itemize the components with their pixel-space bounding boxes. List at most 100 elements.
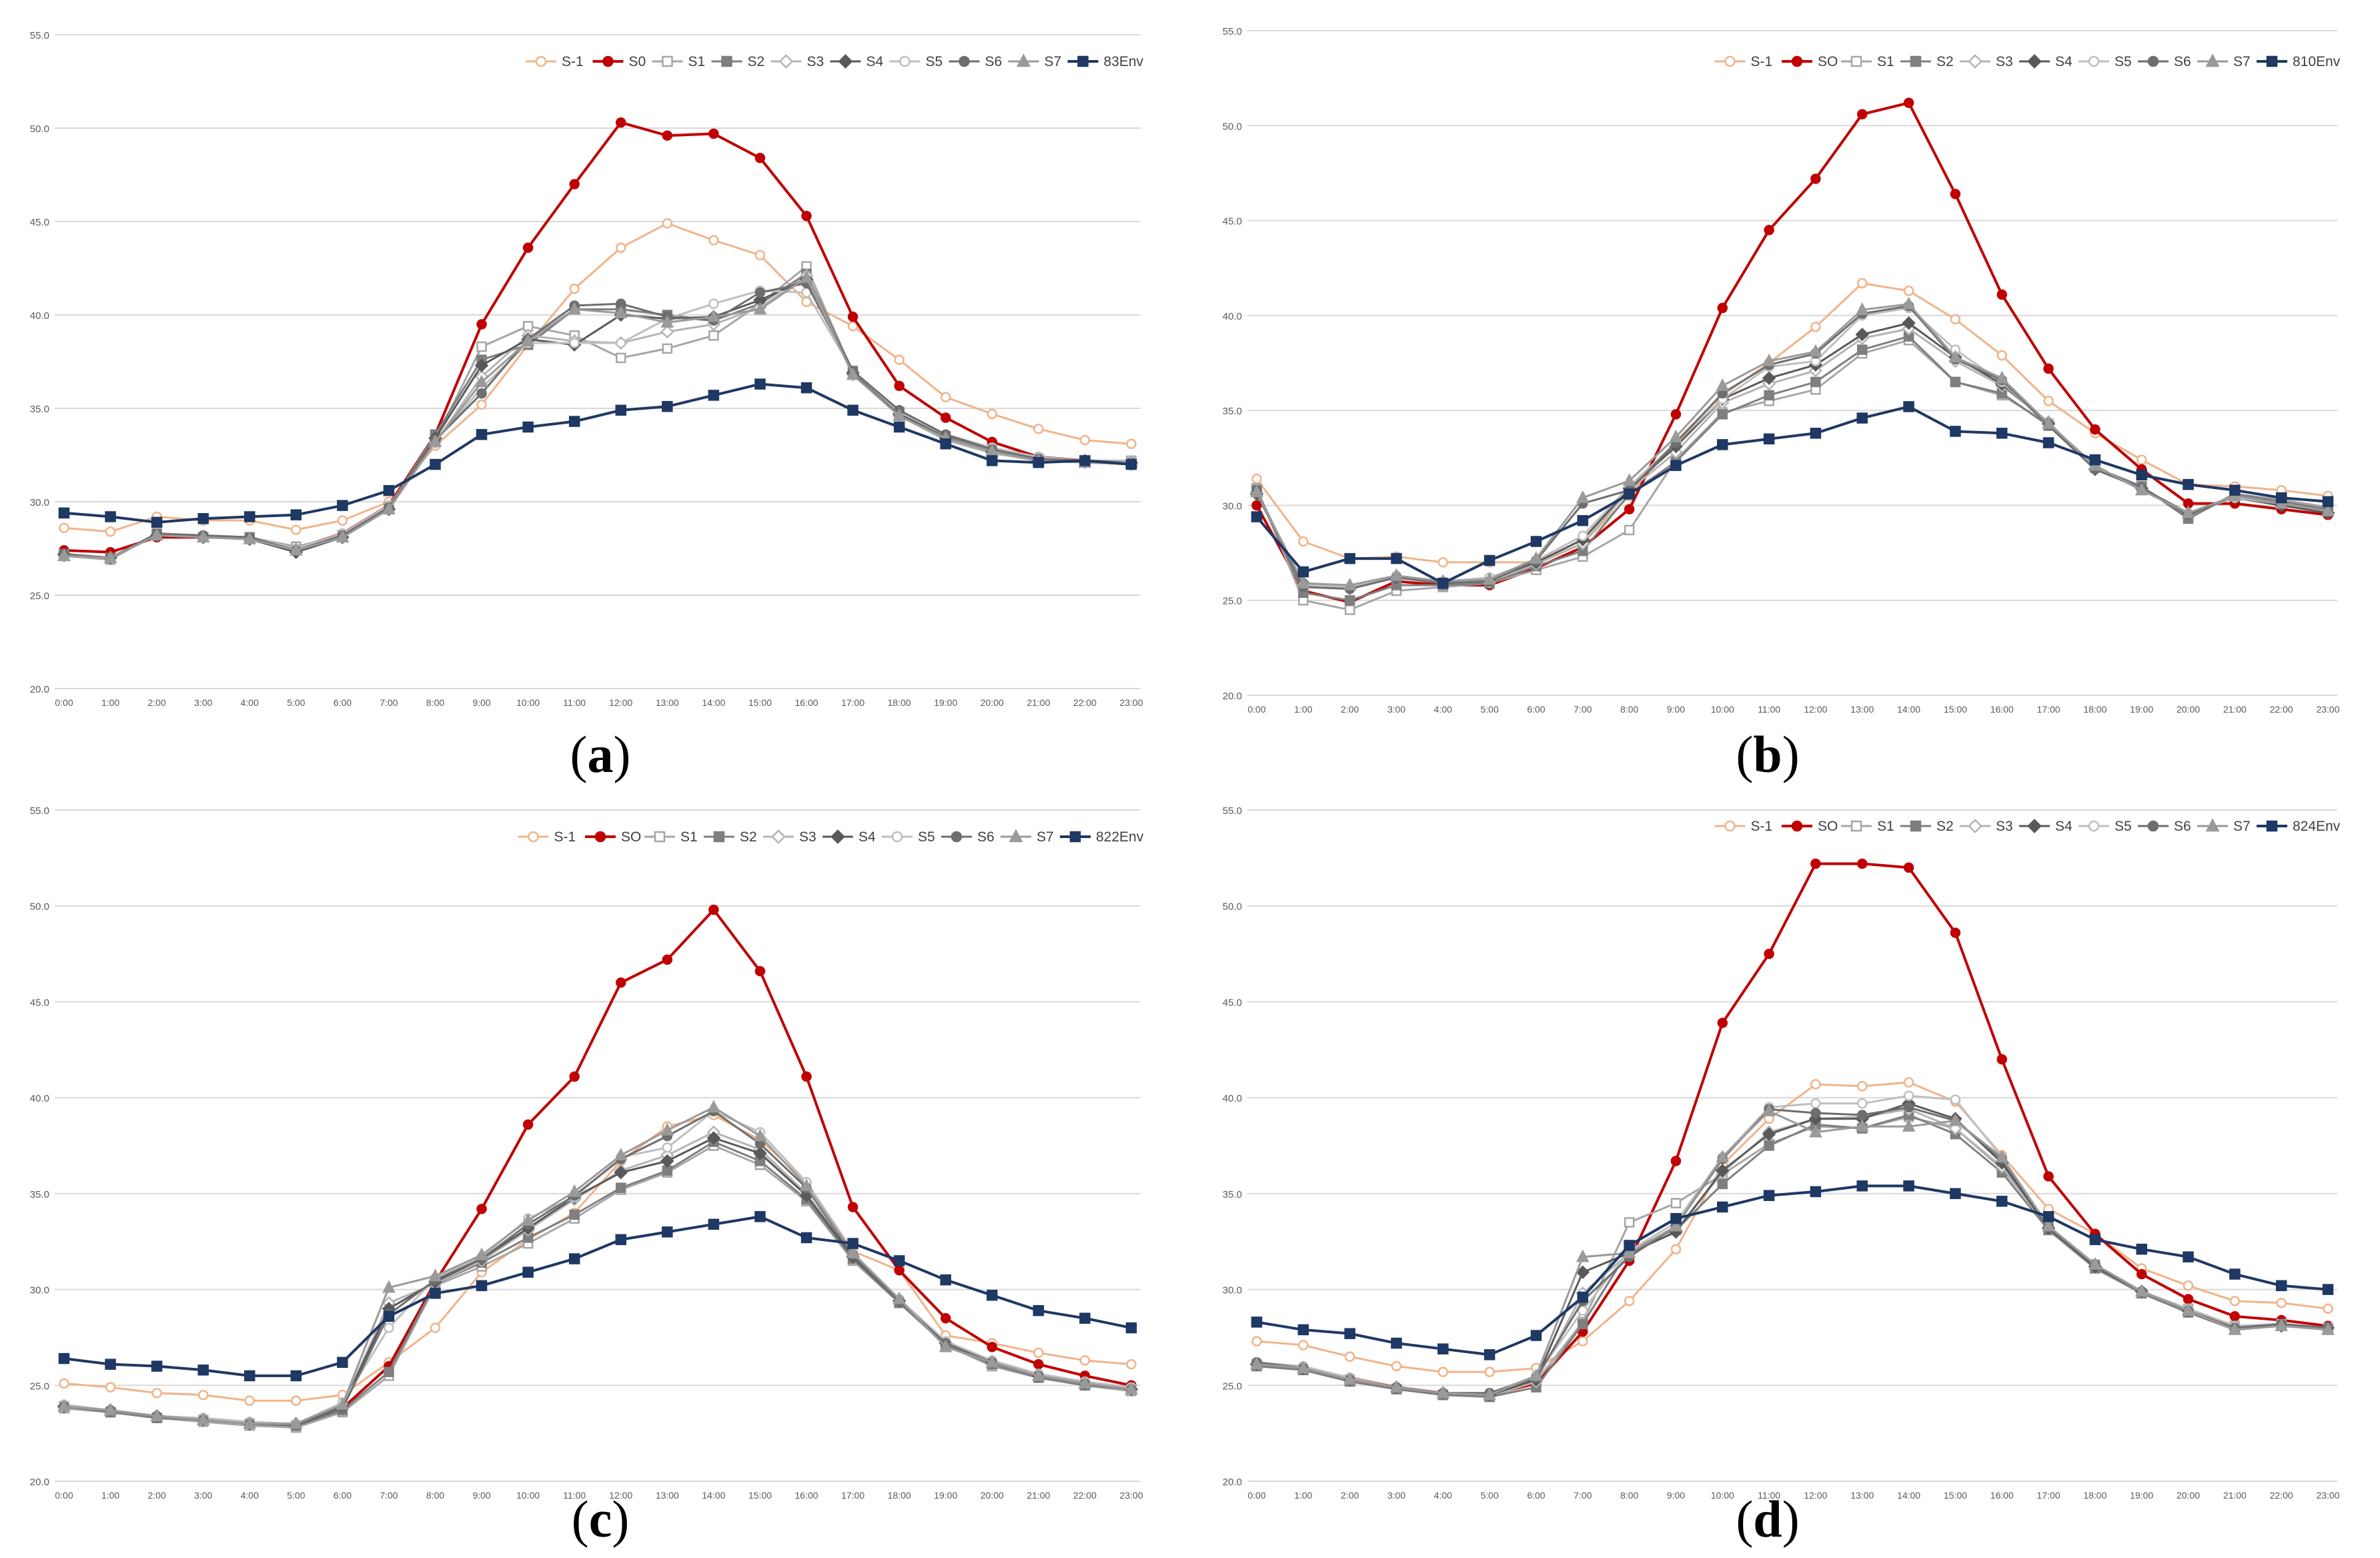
caption-a: (a) — [570, 725, 631, 783]
data-point-S-1 — [2136, 454, 2147, 465]
x-tick-label: 14:00 — [702, 697, 725, 708]
data-point-S2 — [569, 1209, 580, 1220]
data-point-S7 — [336, 1397, 350, 1410]
x-tick-label: 13:00 — [656, 1490, 679, 1501]
x-tick-label: 2:00 — [148, 1490, 166, 1501]
y-tick-label: 50.0 — [30, 123, 49, 135]
legend-label-S-1: S-1 — [1751, 819, 1773, 834]
data-point-83Env — [847, 404, 858, 416]
legend-label-S5: S5 — [2115, 819, 2132, 834]
series-line-S7 — [1256, 1110, 2329, 1397]
x-tick-label: 17:00 — [2037, 704, 2060, 715]
legend: 822Env S7 S6 S5 S4 S3 S2 S1 SO S-1 — [518, 829, 1144, 845]
data-point-S7 — [103, 1403, 117, 1416]
data-point-S5 — [1578, 530, 1588, 541]
data-point-S1 — [1624, 1217, 1635, 1228]
data-point-83Env — [244, 511, 255, 522]
data-point-S7 — [1716, 378, 1730, 391]
data-point-S7 — [475, 1247, 488, 1260]
chart-svg-d: 20.0 25.0 30.0 35.0 40.0 45.0 50.0 55.0 0:00 1:00… — [1223, 805, 2341, 1501]
x-tick-label: 23:00 — [1119, 1490, 1143, 1501]
data-point-824Env — [1483, 1349, 1496, 1360]
data-point-S7 — [1343, 577, 1357, 591]
series-S5 — [1251, 1090, 2333, 1399]
data-point-822Env — [800, 1232, 812, 1244]
data-point-S-1 — [59, 1378, 69, 1389]
data-point-83Env — [940, 438, 951, 450]
data-point-83Env — [430, 458, 441, 470]
data-point-SO — [1764, 948, 1774, 959]
data-point-S-1 — [1079, 434, 1091, 446]
series-83Env — [58, 378, 1137, 528]
x-tick-label: 11:00 — [1758, 1490, 1780, 1501]
y-tick-label: 50.0 — [30, 901, 49, 913]
data-point-S-1 — [2276, 1297, 2287, 1308]
data-point-S2 — [616, 1182, 626, 1193]
legend: 824Env S7 S6 S5 S4 S3 S2 S1 SO S-1 — [1714, 818, 2341, 834]
data-point-SO — [2136, 1268, 2147, 1280]
data-point-S7 — [1622, 473, 1636, 486]
x-tick-label: 2:00 — [1341, 1490, 1359, 1501]
chart-panel-b: 20.0 25.0 30.0 35.0 40.0 45.0 50.0 55.0 0:00 1:00… — [1190, 0, 2380, 779]
data-point-83Env — [197, 512, 209, 524]
data-point-810Env — [2042, 437, 2054, 448]
data-point-S-1 — [244, 1395, 255, 1407]
x-tick-label: 14:00 — [1897, 1490, 1920, 1501]
data-point-S5 — [708, 298, 719, 309]
series-S5 — [1251, 302, 2333, 593]
legend-marker-S2 — [713, 831, 725, 843]
data-point-SO — [1950, 927, 1961, 938]
x-tick-label: 15:00 — [748, 1490, 772, 1501]
data-point-S-1 — [2229, 1296, 2241, 1306]
chart-panel-d: 20.0 25.0 30.0 35.0 40.0 45.0 50.0 55.0 0:00 1:00… — [1190, 779, 2380, 1558]
data-point-S7 — [289, 1416, 303, 1429]
data-point-S4 — [1716, 1164, 1730, 1178]
data-point-S-1 — [1033, 1347, 1044, 1358]
data-point-S-1 — [1950, 314, 1961, 325]
x-tick-label: 7:00 — [1574, 1490, 1592, 1501]
data-point-822Env — [940, 1274, 951, 1286]
data-point-S7 — [2321, 1322, 2335, 1335]
data-point-S4 — [1576, 1265, 1590, 1279]
x-tick-label: 12:00 — [1804, 1490, 1827, 1501]
legend-marker-S1 — [662, 55, 673, 67]
series-line-S3 — [1255, 328, 2329, 591]
data-point-SO — [1717, 302, 1728, 314]
data-point-SO — [569, 1071, 580, 1082]
data-point-810Env — [1624, 488, 1635, 500]
data-point-SO — [1950, 188, 1961, 200]
y-tick-label: 35.0 — [30, 404, 49, 415]
data-point-SO — [1856, 858, 1868, 869]
x-tick-label: 13:00 — [1850, 704, 1874, 715]
x-tick-label: 22:00 — [2270, 1490, 2293, 1501]
data-point-S-1 — [1903, 286, 1914, 296]
y-tick-label: 45.0 — [30, 217, 49, 228]
data-point-S-1 — [2183, 1280, 2194, 1291]
data-point-S7 — [1436, 1385, 1450, 1399]
data-point-810Env — [2229, 484, 2241, 496]
y-tick-label: 25.0 — [1223, 1381, 1242, 1392]
data-point-S7 — [1762, 354, 1776, 366]
data-point-S-1 — [1624, 1296, 1635, 1306]
data-point-S-1 — [476, 399, 487, 410]
data-point-SO — [940, 1312, 951, 1324]
data-point-S6 — [1903, 1102, 1914, 1113]
series-line-S7 — [1255, 303, 2329, 587]
chart-svg-a: 20.0 25.0 30.0 35.0 40.0 45.0 50.0 55.0 0:00 1:00… — [30, 30, 1144, 708]
data-point-SO — [894, 1265, 905, 1276]
data-point-SO — [1670, 1156, 1682, 1166]
series-S3 — [1249, 1102, 2335, 1402]
x-tick-label: 15:00 — [1944, 704, 1967, 715]
data-point-824Env — [2275, 1280, 2287, 1292]
data-point-S7 — [1995, 1150, 2009, 1162]
data-point-S5 — [1903, 1090, 1914, 1102]
data-point-S4 — [1902, 316, 1916, 330]
y-tick-label: 25.0 — [30, 1381, 49, 1392]
data-point-83Env — [151, 516, 163, 528]
data-point-S-1 — [1903, 1077, 1914, 1088]
data-point-S7 — [57, 1399, 71, 1412]
legend-label-S4: S4 — [2055, 819, 2072, 834]
data-point-822Env — [987, 1289, 998, 1301]
x-tick-label: 8:00 — [1620, 704, 1638, 715]
data-point-824Env — [2136, 1243, 2147, 1255]
